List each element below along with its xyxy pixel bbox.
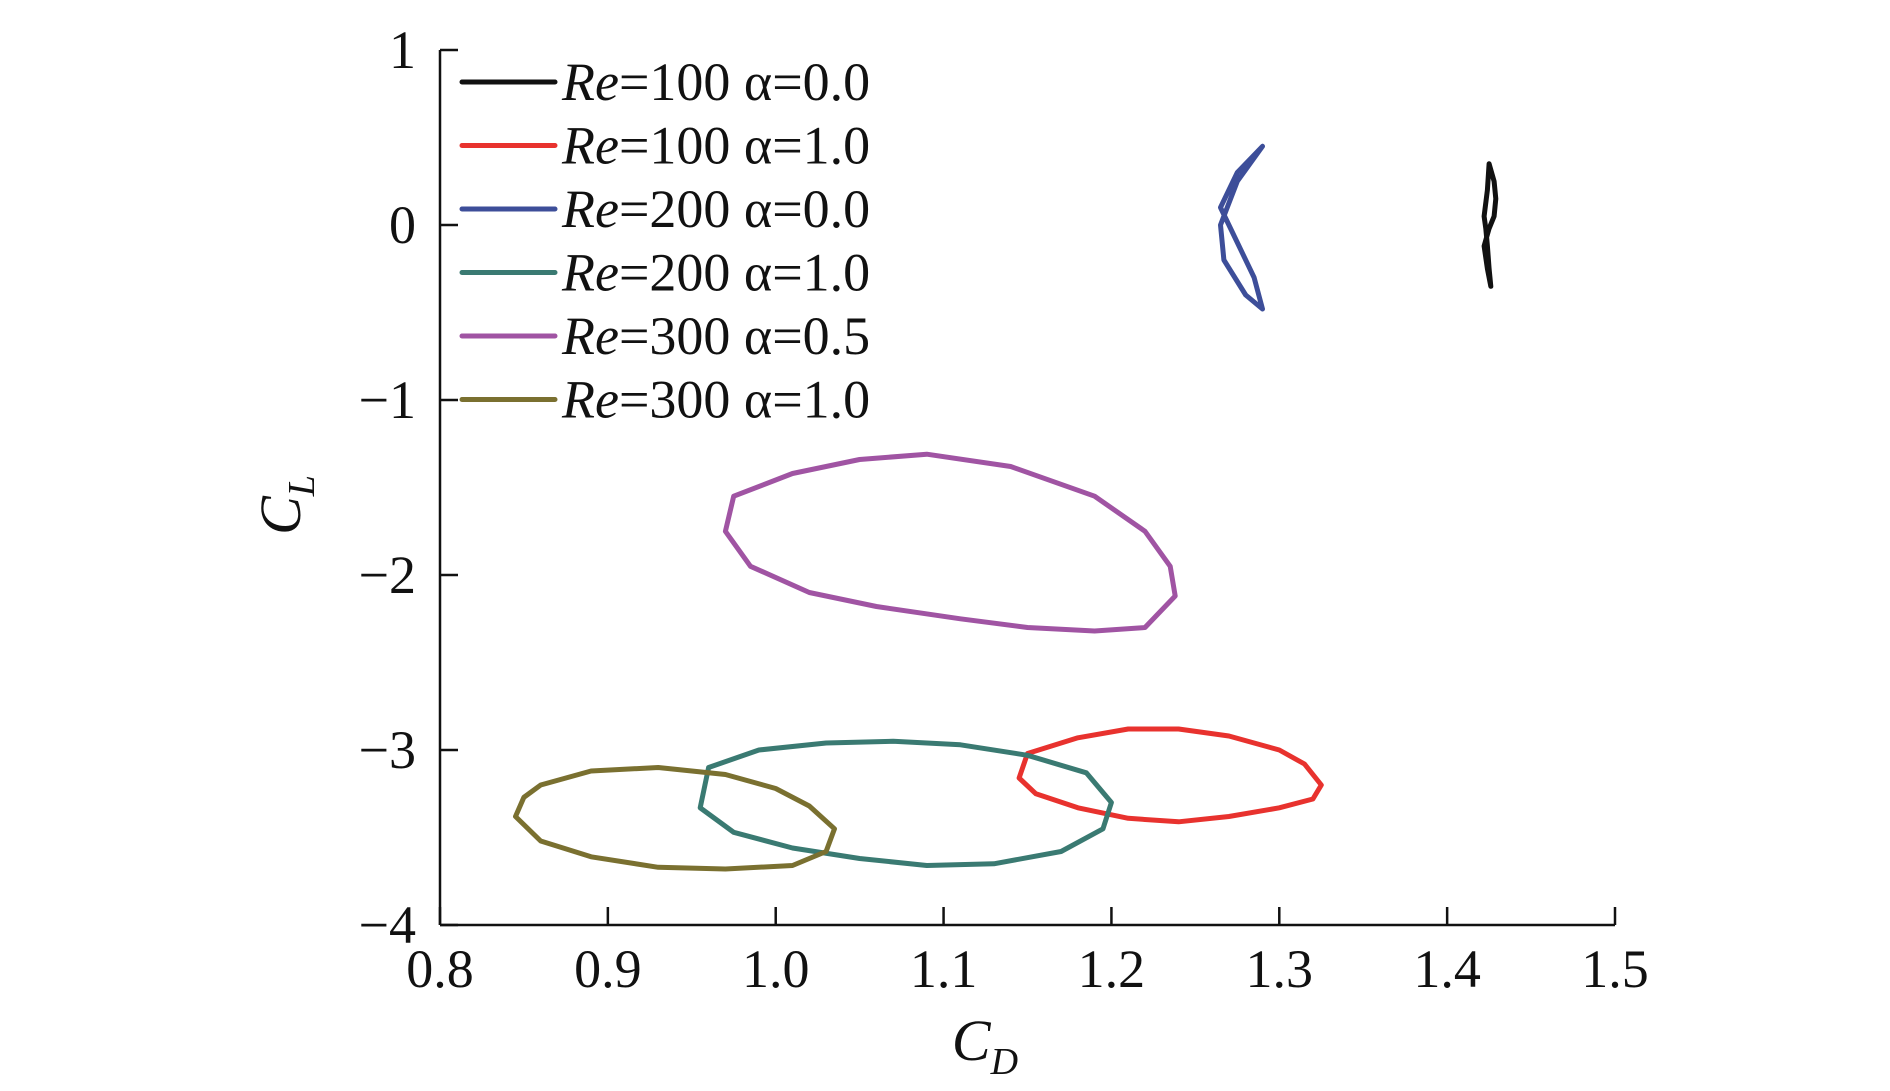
y-tick-label: −4 bbox=[359, 895, 416, 955]
x-tick-label: 0.9 bbox=[574, 939, 642, 999]
y-tick-label: −3 bbox=[359, 720, 416, 780]
legend-label-italic: Re bbox=[561, 306, 619, 366]
plot-marks bbox=[513, 143, 1499, 872]
axes bbox=[438, 48, 1617, 927]
legend-label-1: Re=100 α=0.0 bbox=[561, 52, 870, 112]
series-line-3 bbox=[1218, 143, 1265, 312]
series-line-1 bbox=[1481, 161, 1499, 289]
tick-labels: 0.8 0.9 1.0 1.1 1.2 1.3 1.4 1.5 1 0 −1 −2 −3 −4 bbox=[359, 20, 1649, 999]
legend-label-4: Re=200 α=1.0 bbox=[561, 243, 870, 303]
x-tick-label: 1.5 bbox=[1581, 939, 1649, 999]
legend-label-italic: Re bbox=[561, 370, 619, 430]
legend-label-5: Re=300 α=0.5 bbox=[561, 306, 870, 366]
legend-label-rest: =300 α=1.0 bbox=[619, 370, 870, 430]
legend-label-rest: =200 α=1.0 bbox=[619, 243, 870, 303]
y-axis-title: CL bbox=[248, 475, 323, 535]
legend-label-rest: =100 α=1.0 bbox=[619, 116, 870, 176]
legend-label-italic: Re bbox=[561, 52, 619, 112]
legend-label-rest: =200 α=0.0 bbox=[619, 179, 870, 239]
series-line-2 bbox=[1016, 726, 1324, 825]
y-tick-label: −2 bbox=[359, 545, 416, 605]
y-tick-label: −1 bbox=[359, 370, 416, 430]
series-line-6 bbox=[513, 765, 837, 872]
x-tick-label: 1.1 bbox=[910, 939, 978, 999]
legend-label-italic: Re bbox=[561, 116, 619, 176]
legend: Re=100 α=0.0Re=100 α=1.0Re=200 α=0.0Re=2… bbox=[459, 52, 870, 430]
x-tick-label: 0.8 bbox=[406, 939, 474, 999]
legend-label-rest: =300 α=0.5 bbox=[619, 306, 870, 366]
legend-label-3: Re=200 α=0.0 bbox=[561, 179, 870, 239]
x-tick-label: 1.2 bbox=[1078, 939, 1146, 999]
y-tick-label: 0 bbox=[389, 195, 416, 255]
x-tick-label: 1.4 bbox=[1413, 939, 1481, 999]
legend-label-rest: =100 α=0.0 bbox=[619, 52, 870, 112]
series-line-4 bbox=[697, 738, 1114, 868]
legend-label-2: Re=100 α=1.0 bbox=[561, 116, 870, 176]
legend-label-6: Re=300 α=1.0 bbox=[561, 370, 870, 430]
x-tick-label: 1.3 bbox=[1246, 939, 1314, 999]
legend-label-italic: Re bbox=[561, 179, 619, 239]
legend-label-italic: Re bbox=[561, 243, 619, 303]
y-tick-label: 1 bbox=[389, 20, 416, 80]
x-tick-label: 1.0 bbox=[742, 939, 810, 999]
x-axis-title: CD bbox=[952, 1008, 1018, 1083]
series-line-5 bbox=[722, 451, 1178, 634]
